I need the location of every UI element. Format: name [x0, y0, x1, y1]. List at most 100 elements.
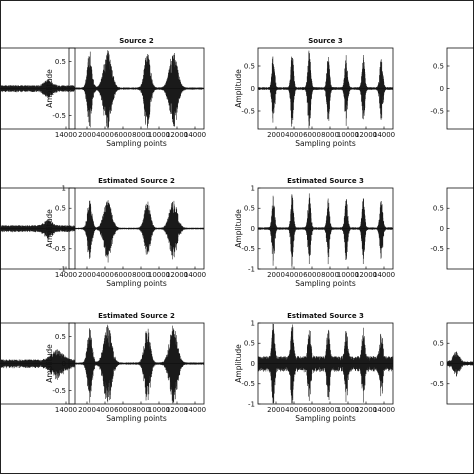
y-tick-label: 0.5: [55, 205, 66, 213]
y-tick-label: -0.5: [52, 112, 66, 120]
x-tick-label: 14000: [184, 406, 206, 414]
y-tick-label: 0: [62, 360, 66, 368]
x-tick-label: 4000: [285, 271, 303, 279]
x-axis-label: Sampling points: [295, 414, 356, 423]
x-axis-label: Sampling points: [295, 139, 356, 148]
x-tick-label: 14000: [184, 131, 206, 139]
y-tick-label: 0: [62, 85, 66, 93]
x-tick-label: 4000: [96, 271, 114, 279]
y-tick-label: 0.5: [55, 333, 66, 341]
x-axis-label: Sampling points: [106, 414, 167, 423]
subplot-title: Estimated Source 3: [287, 177, 364, 185]
subplot-title: Estimated Source 2: [98, 312, 175, 320]
x-tick-label: 12000: [355, 271, 377, 279]
x-tick-label: 2000: [267, 406, 285, 414]
x-tick-label: 14000: [373, 271, 395, 279]
subplot-r3-c4: -0.5 0 0.5: [430, 322, 474, 405]
x-tick-label: 10000: [148, 131, 170, 139]
x-tick-label: 12000: [355, 131, 377, 139]
y-tick-label: 0.5: [433, 340, 444, 348]
x-tick-label: 8000: [132, 271, 150, 279]
x-tick-label: 6000: [303, 271, 321, 279]
x-axis-label: Sampling points: [106, 279, 167, 288]
y-tick-label: 0: [440, 85, 444, 93]
y-tick-label: 0: [251, 360, 255, 368]
y-tick-label: 1: [251, 319, 255, 327]
x-tick-label: 10000: [337, 131, 359, 139]
y-axis-label: Amplitude: [45, 69, 54, 108]
x-tick-label: 2000: [267, 131, 285, 139]
x-tick-label: 12000: [355, 406, 377, 414]
y-tick-label: -1: [59, 265, 66, 273]
x-tick-label: 12000: [166, 406, 188, 414]
x-tick-label: 12000: [166, 131, 188, 139]
x-tick-label: 8000: [321, 271, 339, 279]
y-tick-label: -0.5: [52, 245, 66, 253]
y-tick-label: 0.5: [244, 62, 255, 70]
subplot-r3-c2: 2000 4000 6000 8000100001200014000-0.500.5E…: [45, 312, 206, 423]
x-tick-label: 10000: [337, 406, 359, 414]
x-tick-label: 10000: [337, 271, 359, 279]
x-tick-label: 8000: [132, 131, 150, 139]
x-axis-label: Sampling points: [295, 279, 356, 288]
x-tick-label: 6000: [114, 406, 132, 414]
y-tick-label: 0.5: [55, 58, 66, 66]
y-tick-label: -0.5: [430, 245, 444, 253]
y-axis-label: Amplitude: [45, 209, 54, 248]
x-tick-label: 2000: [78, 271, 96, 279]
y-tick-label: 0: [251, 85, 255, 93]
y-tick-label: 0: [440, 360, 444, 368]
subplot-title: Estimated Source 3: [287, 312, 364, 320]
x-tick-label: 2000: [78, 406, 96, 414]
y-tick-label: -0.5: [241, 245, 255, 253]
y-tick-label: 0.5: [433, 205, 444, 213]
x-tick-label: 8000: [321, 131, 339, 139]
x-tick-label: 4000: [96, 131, 114, 139]
subplot-r1-c2: 2000 4000 6000 8000100001200014000-0.500.5S…: [45, 37, 206, 148]
x-tick-label: 6000: [114, 271, 132, 279]
subplot-r2-c4: -0.5 0 0.5: [430, 187, 474, 270]
y-axis-label: Amplitude: [234, 344, 243, 383]
y-tick-label: -0.5: [241, 107, 255, 115]
x-tick-label: 14000: [373, 406, 395, 414]
x-tick-label: 8000: [321, 406, 339, 414]
subplot-title: Source 2: [119, 37, 154, 45]
y-tick-label: -0.5: [430, 107, 444, 115]
y-axis-label: Amplitude: [45, 344, 54, 383]
y-tick-label: 1: [251, 184, 255, 192]
y-tick-label: -1: [248, 400, 255, 408]
subplot-title: Estimated Source 2: [98, 177, 175, 185]
y-tick-label: -0.5: [52, 387, 66, 395]
x-tick-label: 6000: [303, 131, 321, 139]
x-tick-label: 2000: [267, 271, 285, 279]
y-tick-label: 0.5: [244, 340, 255, 348]
y-tick-label: 0: [62, 225, 66, 233]
x-tick-label: 14000: [55, 271, 77, 279]
x-tick-label: 6000: [114, 131, 132, 139]
x-tick-label: 12000: [166, 271, 188, 279]
y-tick-label: 0: [440, 225, 444, 233]
x-tick-label: 4000: [96, 406, 114, 414]
x-tick-label: 4000: [285, 406, 303, 414]
x-tick-label: 8000: [132, 406, 150, 414]
x-tick-label: 14000: [55, 406, 77, 414]
x-tick-label: 10000: [148, 406, 170, 414]
x-tick-label: 6000: [303, 406, 321, 414]
y-tick-label: 1: [62, 184, 66, 192]
x-tick-label: 14000: [373, 131, 395, 139]
y-tick-label: 0.5: [433, 62, 444, 70]
y-axis-label: Amplitude: [234, 209, 243, 248]
x-tick-label: 10000: [148, 271, 170, 279]
subplot-title: Source 3: [308, 37, 343, 45]
y-tick-label: -1: [248, 265, 255, 273]
y-tick-label: 0.5: [244, 205, 255, 213]
y-axis-label: Amplitude: [234, 69, 243, 108]
x-tick-label: 14000: [55, 131, 77, 139]
x-tick-label: 2000: [78, 131, 96, 139]
y-tick-label: -0.5: [430, 380, 444, 388]
subplot-r1-c4: -0.5 0 0.5: [430, 47, 474, 130]
